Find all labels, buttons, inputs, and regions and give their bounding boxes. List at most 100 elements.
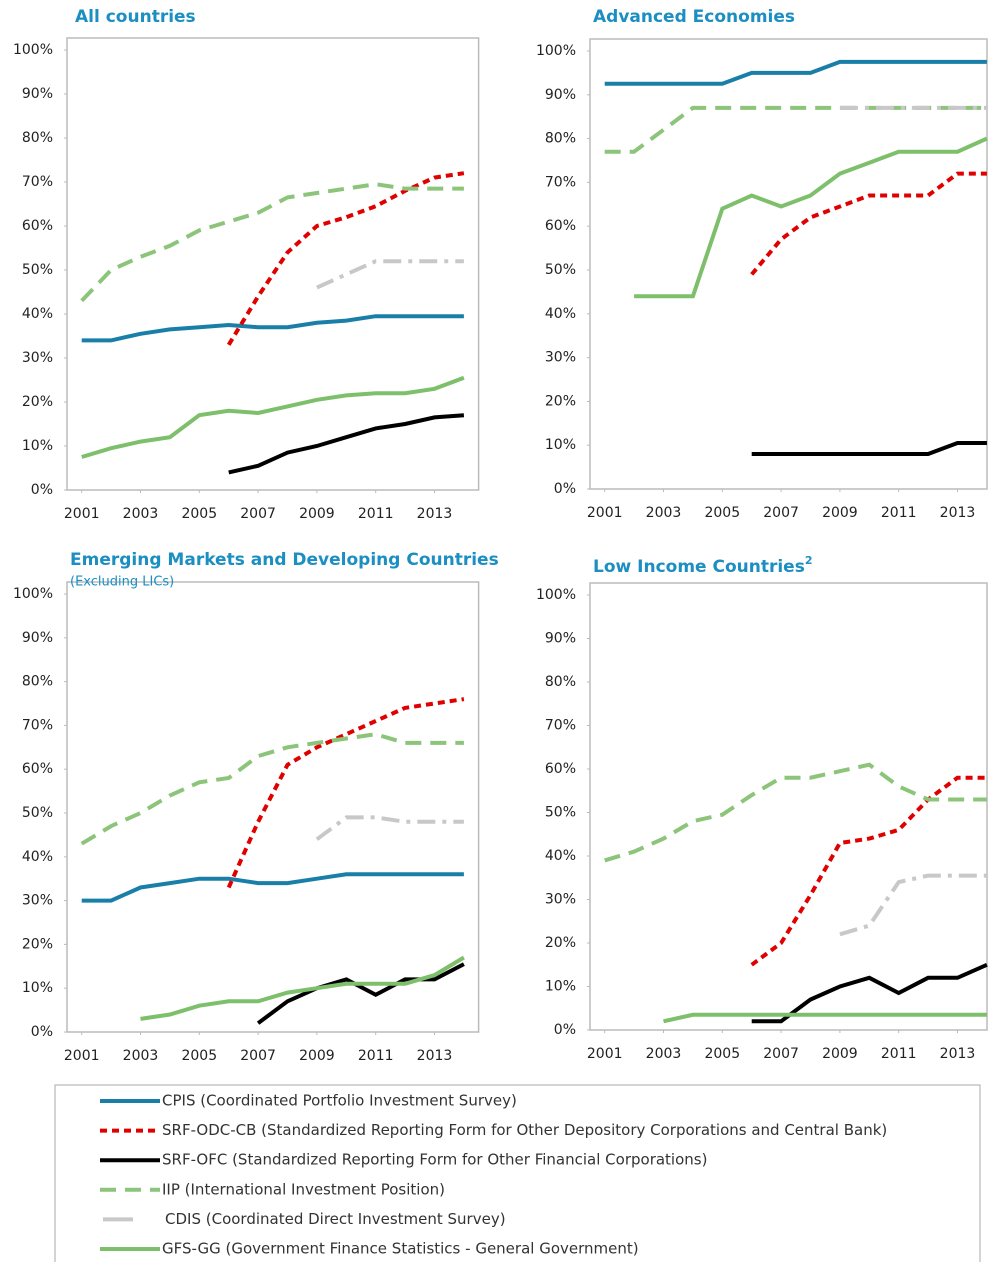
y-tick-label: 20% [545,393,576,409]
series-line [80,732,464,846]
x-tick-label: 2007 [763,505,799,521]
y-tick-label: 30% [22,350,53,366]
series-line [750,775,987,967]
y-tick-label: 40% [545,848,576,864]
y-tick-label: 90% [22,86,53,102]
y-tick-label: 80% [22,674,53,690]
legend-label: SRF-ODC-CB (Standardized Reporting Form … [162,1121,887,1139]
x-tick-label: 2013 [417,1048,453,1064]
series-line [80,182,464,303]
series-line [663,1012,987,1024]
x-tick-label: 2007 [763,1046,799,1062]
y-tick-label: 40% [545,306,576,322]
series-line [604,59,987,86]
y-tick-label: 70% [545,174,576,190]
x-tick-label: 2011 [881,505,917,521]
x-tick-label: 2011 [881,1046,917,1062]
y-tick-label: 90% [545,87,576,103]
plot-frame [66,37,480,491]
x-tick-label: 2009 [822,1046,858,1062]
x-tick-label: 2003 [646,505,682,521]
y-tick-label: 100% [536,43,576,59]
x-tick-label: 2013 [940,1046,976,1062]
x-tick-label: 2005 [181,506,217,522]
legend-label: CPIS (Coordinated Portfolio Investment S… [162,1092,517,1110]
y-tick-label: 0% [31,482,53,498]
series-line [751,441,987,456]
x-tick-label: 2013 [940,505,976,521]
series-line [634,136,988,299]
panel-title: Emerging Markets and Developing Countrie… [70,550,499,570]
legend-box [54,1084,981,1262]
y-tick-label: 100% [13,42,53,58]
y-tick-label: 90% [22,630,53,646]
legend: CPIS (Coordinated Portfolio Investment S… [54,1084,981,1262]
y-tick-label: 40% [22,306,53,322]
x-tick-label: 2009 [822,505,858,521]
series-line [228,413,465,475]
panel: All countries 0% 10% 20% 30% 40% 50% 60% 70% 80% 9… [13,7,480,522]
panel-title: Advanced Economies [593,7,795,27]
y-tick-label: 20% [22,936,53,952]
y-tick-label: 50% [22,262,53,278]
y-tick-label: 90% [545,631,576,647]
series-line [81,872,464,903]
y-tick-label: 30% [22,893,53,909]
legend-label: GFS-GG (Government Finance Statistics - … [162,1240,639,1258]
y-tick-label: 70% [22,174,53,190]
series-line [226,171,465,346]
series-line [256,962,465,1025]
x-tick-label: 2005 [704,1046,740,1062]
y-tick-label: 50% [545,805,576,821]
series-line [604,105,987,154]
x-tick-label: 2005 [704,505,740,521]
y-tick-label: 60% [545,218,576,234]
x-tick-label: 2011 [358,1048,394,1064]
y-tick-label: 10% [545,437,576,453]
y-tick-label: 60% [545,761,576,777]
x-tick-label: 2003 [123,506,159,522]
y-tick-label: 10% [545,979,576,995]
y-tick-label: 20% [22,394,53,410]
y-tick-label: 0% [554,1022,576,1038]
y-tick-label: 70% [545,718,576,734]
y-tick-label: 0% [554,481,576,497]
x-tick-label: 2003 [646,1046,682,1062]
panel-title: Low Income Countries2 [593,554,812,577]
panel-subtitle: (Excluding LICs) [70,575,174,590]
plot-frame [66,581,480,1033]
x-tick-label: 2011 [358,506,394,522]
y-tick-label: 40% [22,849,53,865]
panel: Low Income Countries2 0% 10% 20% 30% 40% 50% 60… [536,554,988,1062]
plot-frame [589,582,988,1031]
series-line [81,375,465,459]
y-tick-label: 30% [545,350,576,366]
legend-label: SRF-OFC (Standardized Reporting Form for… [162,1151,707,1169]
legend-label: IIP (International Investment Position) [162,1180,445,1198]
x-tick-label: 2003 [123,1048,159,1064]
y-tick-label: 60% [22,761,53,777]
panel: Emerging Markets and Developing Countrie… [13,550,499,1064]
y-tick-label: 100% [13,586,53,602]
panel-title: All countries [75,7,196,27]
x-tick-label: 2001 [587,1046,623,1062]
x-tick-label: 2013 [417,506,453,522]
x-tick-label: 2007 [240,506,276,522]
legend-label: CDIS (Coordinated Direct Investment Surv… [165,1210,506,1228]
x-tick-label: 2007 [240,1048,276,1064]
y-tick-label: 80% [545,674,576,690]
title-superscript: 2 [805,554,813,567]
y-tick-label: 10% [22,438,53,454]
series-line [750,171,987,276]
series-line [315,815,464,841]
x-tick-label: 2009 [299,506,335,522]
x-tick-label: 2001 [64,506,100,522]
series-line [226,697,465,889]
series-line [839,873,987,937]
y-tick-label: 100% [536,587,576,603]
series-line [81,314,464,343]
x-tick-label: 2005 [181,1048,217,1064]
x-tick-label: 2009 [299,1048,335,1064]
series-line [604,762,987,863]
